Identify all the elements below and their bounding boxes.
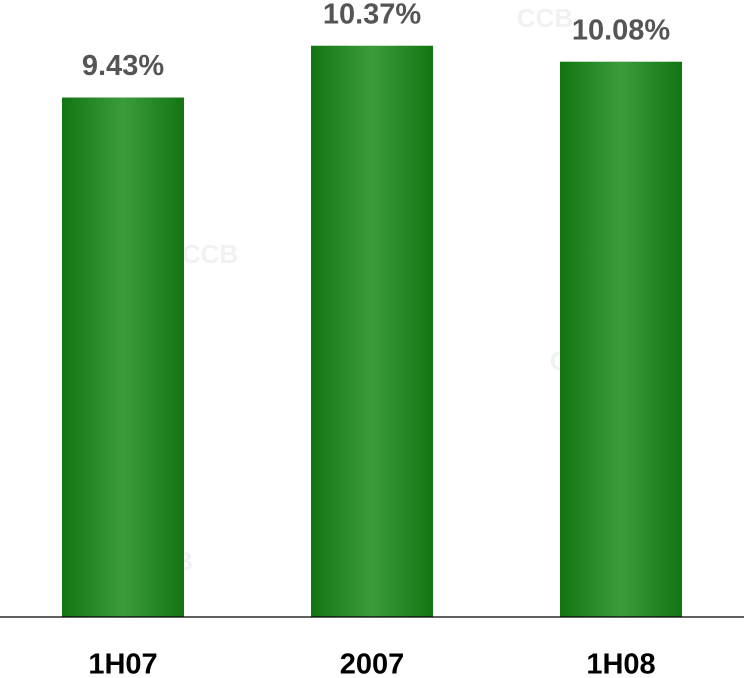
value-label: 9.43% bbox=[82, 50, 164, 82]
watermark: CCB bbox=[182, 239, 238, 269]
x-tick-label: 1H07 bbox=[88, 649, 157, 678]
value-label: 10.37% bbox=[323, 0, 422, 30]
x-tick-label: 2007 bbox=[340, 649, 405, 678]
bar bbox=[560, 61, 682, 617]
bar bbox=[62, 97, 184, 617]
watermark: CCB bbox=[517, 3, 573, 33]
value-label: 10.08% bbox=[572, 14, 671, 46]
bar bbox=[311, 45, 433, 617]
x-tick-label: 1H08 bbox=[586, 649, 655, 678]
